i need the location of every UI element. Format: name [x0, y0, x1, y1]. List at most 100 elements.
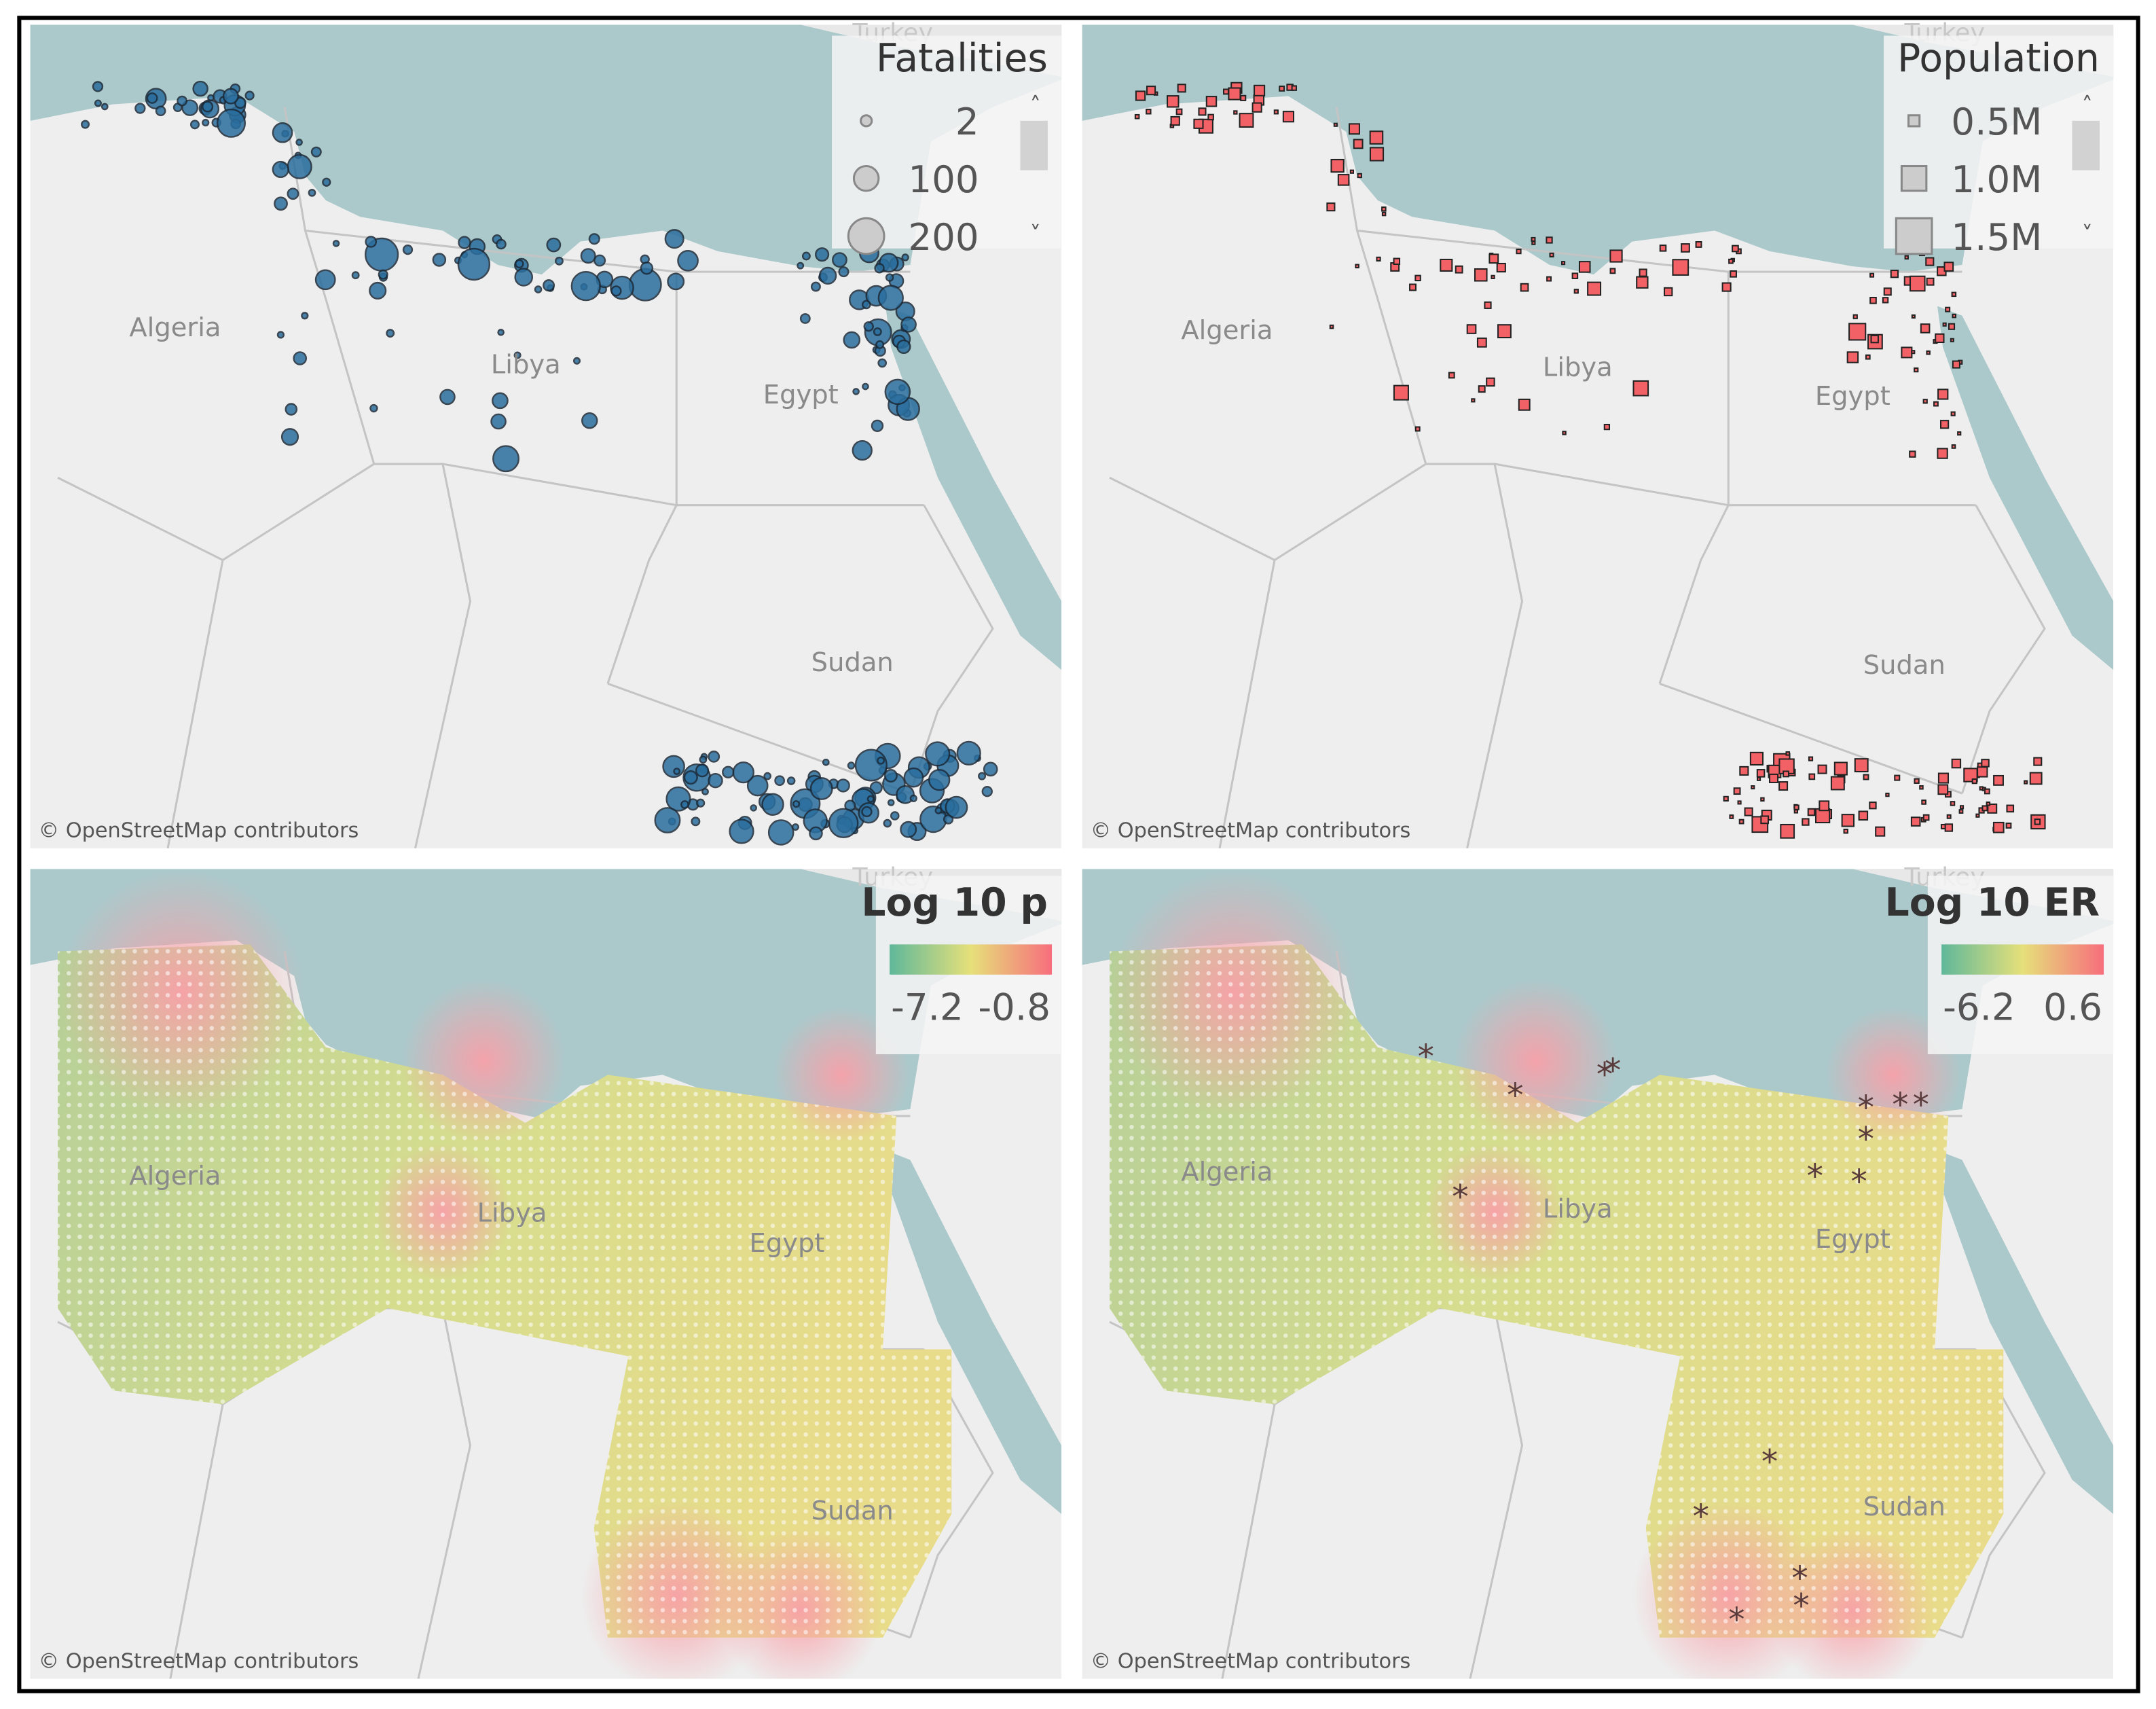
event-dot: [458, 236, 471, 249]
pop-square: [1950, 338, 1954, 342]
pop-square: [1474, 268, 1488, 282]
pop-square: [1875, 826, 1886, 837]
legend: Population 0.5M 1.0M 1.5M ˄ ˅: [1884, 35, 2114, 259]
event-dot: [492, 392, 509, 410]
border: [1469, 1308, 1524, 1679]
event-dot: [981, 786, 993, 797]
event-dot: [978, 772, 987, 780]
pop-square: [1353, 139, 1364, 149]
event-dot: [534, 285, 543, 293]
pop-square: [1207, 113, 1214, 121]
pop-square: [1520, 283, 1529, 292]
pop-square: [1393, 257, 1401, 265]
event-dot: [457, 247, 491, 281]
event-dot: [873, 327, 882, 336]
pop-square: [1933, 401, 1939, 407]
pop-square: [1240, 94, 1247, 101]
legend-label: 1.5M: [1951, 215, 2042, 259]
pop-square: [1901, 346, 1913, 359]
event-dot: [274, 196, 288, 211]
event-dot: [546, 237, 562, 253]
pop-square: [1921, 799, 1926, 805]
legend-label: 1.0M: [1951, 158, 2042, 201]
pop-square: [1744, 807, 1753, 816]
pop-square: [2034, 818, 2041, 825]
event-dot: [786, 776, 796, 785]
event-dot: [314, 269, 336, 291]
event-dot: [177, 95, 188, 107]
pop-square: [1175, 108, 1183, 115]
pop-square: [1484, 301, 1492, 309]
pop-square: [1780, 823, 1795, 839]
event-dot: [877, 358, 888, 368]
pop-square: [1448, 372, 1455, 379]
event-dot: [308, 188, 316, 197]
pop-square: [1609, 249, 1623, 263]
pop-square: [1578, 261, 1591, 273]
pop-square: [1768, 773, 1779, 783]
pop-square: [1369, 130, 1384, 145]
event-dot: [667, 272, 685, 291]
pop-square: [1681, 243, 1690, 253]
heat-dots: [58, 944, 952, 1638]
asterisk: *: [1693, 1498, 1709, 1536]
pop-square: [1817, 764, 1827, 774]
pop-square: [1496, 262, 1506, 273]
pop-square: [1830, 776, 1845, 791]
pop-square: [1914, 778, 1920, 784]
event-dot: [843, 331, 861, 349]
pop-square: [1937, 448, 1948, 459]
event-dot: [809, 826, 823, 841]
pop-square: [1942, 322, 1947, 327]
pop-square: [1177, 84, 1186, 93]
event-dot: [896, 339, 911, 355]
legend-title: Population: [1897, 36, 2100, 81]
scrollbar: [2072, 120, 2100, 170]
event-dot: [280, 428, 299, 446]
pop-square: [1632, 380, 1649, 397]
pop-square: [1756, 769, 1766, 778]
country-label: Sudan: [1863, 1492, 1945, 1522]
scrollbar: [1020, 120, 1048, 170]
pop-square: [1925, 257, 1935, 266]
pop-square: [1409, 283, 1417, 291]
pop-square: [1920, 323, 1931, 334]
pop-square: [1957, 431, 1962, 436]
pop-square: [1869, 272, 1875, 278]
pop-square: [1756, 776, 1761, 781]
event-dot: [871, 419, 884, 433]
event-dot: [900, 821, 917, 838]
pop-square: [1926, 350, 1931, 355]
event-dot: [332, 240, 340, 247]
pop-square: [1959, 805, 1965, 810]
pop-square: [1279, 86, 1285, 92]
pop-square: [1486, 377, 1495, 387]
event-dot: [369, 281, 387, 300]
country-label: Egypt: [1815, 1224, 1890, 1255]
event-dot: [884, 378, 911, 406]
event-dot: [828, 808, 859, 839]
frame: [17, 16, 2140, 1693]
red-sea: [1937, 1150, 2114, 1515]
event-dot: [822, 758, 830, 766]
pop-square: [1239, 113, 1254, 128]
country-label: Sudan: [811, 1496, 894, 1526]
event-dot: [189, 120, 200, 130]
pop-square: [1751, 785, 1755, 790]
pop-square: [1223, 88, 1229, 95]
border: [1659, 682, 1963, 795]
event-dot: [573, 357, 581, 365]
map-panel: ****************TurkeyAlgeriaLibyaEgyptS…: [1082, 863, 2114, 1679]
pop-square: [1609, 268, 1616, 274]
country-label: Egypt: [763, 380, 839, 410]
pop-square: [1950, 411, 1956, 416]
event-dot: [874, 263, 885, 274]
pop-square: [1381, 206, 1387, 212]
event-dot: [792, 800, 801, 808]
pop-square: [1571, 272, 1579, 279]
attribution: © OpenStreetMap contributors: [39, 819, 359, 843]
border: [57, 107, 376, 562]
event-dot: [847, 761, 856, 770]
border: [606, 505, 678, 684]
